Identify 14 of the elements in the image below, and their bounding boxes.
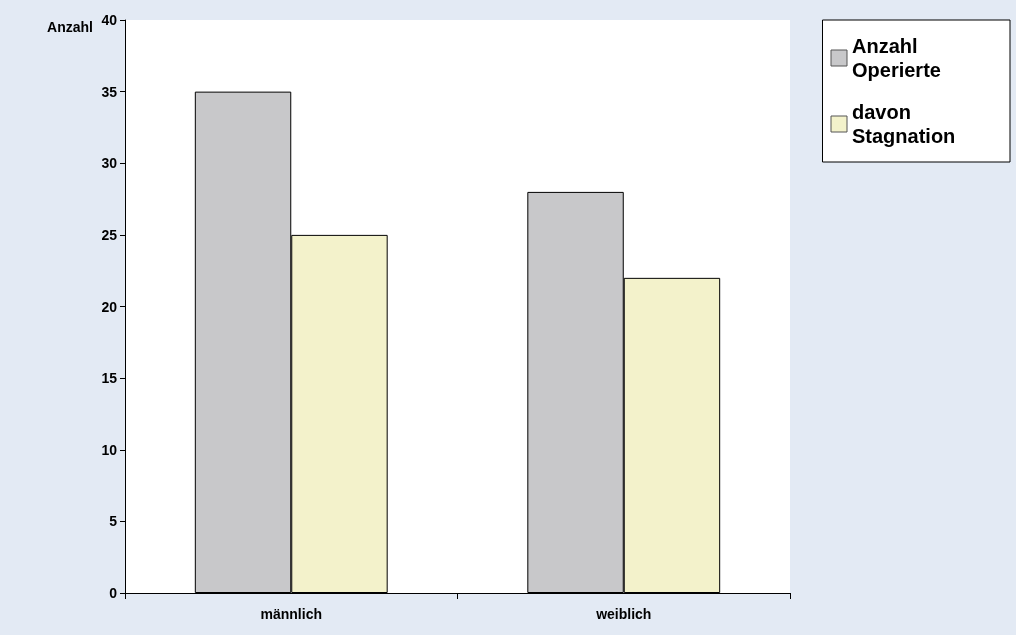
y-tick-label: 0 (109, 585, 118, 601)
y-axis-title: Anzahl (47, 19, 93, 35)
y-tick-label: 20 (101, 298, 118, 315)
legend-label: Anzahl Operierte (852, 35, 941, 81)
x-tick-label: weiblich (595, 606, 652, 622)
y-tick-label: 25 (101, 226, 118, 243)
y-tick-label: 15 (101, 370, 118, 387)
y-tick-label: 30 (101, 155, 118, 172)
legend-label: davon Stagnation (852, 101, 956, 147)
y-tick-label: 40 (101, 12, 118, 28)
y-tick-label: 10 (101, 441, 118, 458)
y-tick-label: 5 (109, 513, 118, 530)
x-tick-label: männlich (260, 606, 322, 622)
y-tick-label: 35 (101, 83, 118, 100)
